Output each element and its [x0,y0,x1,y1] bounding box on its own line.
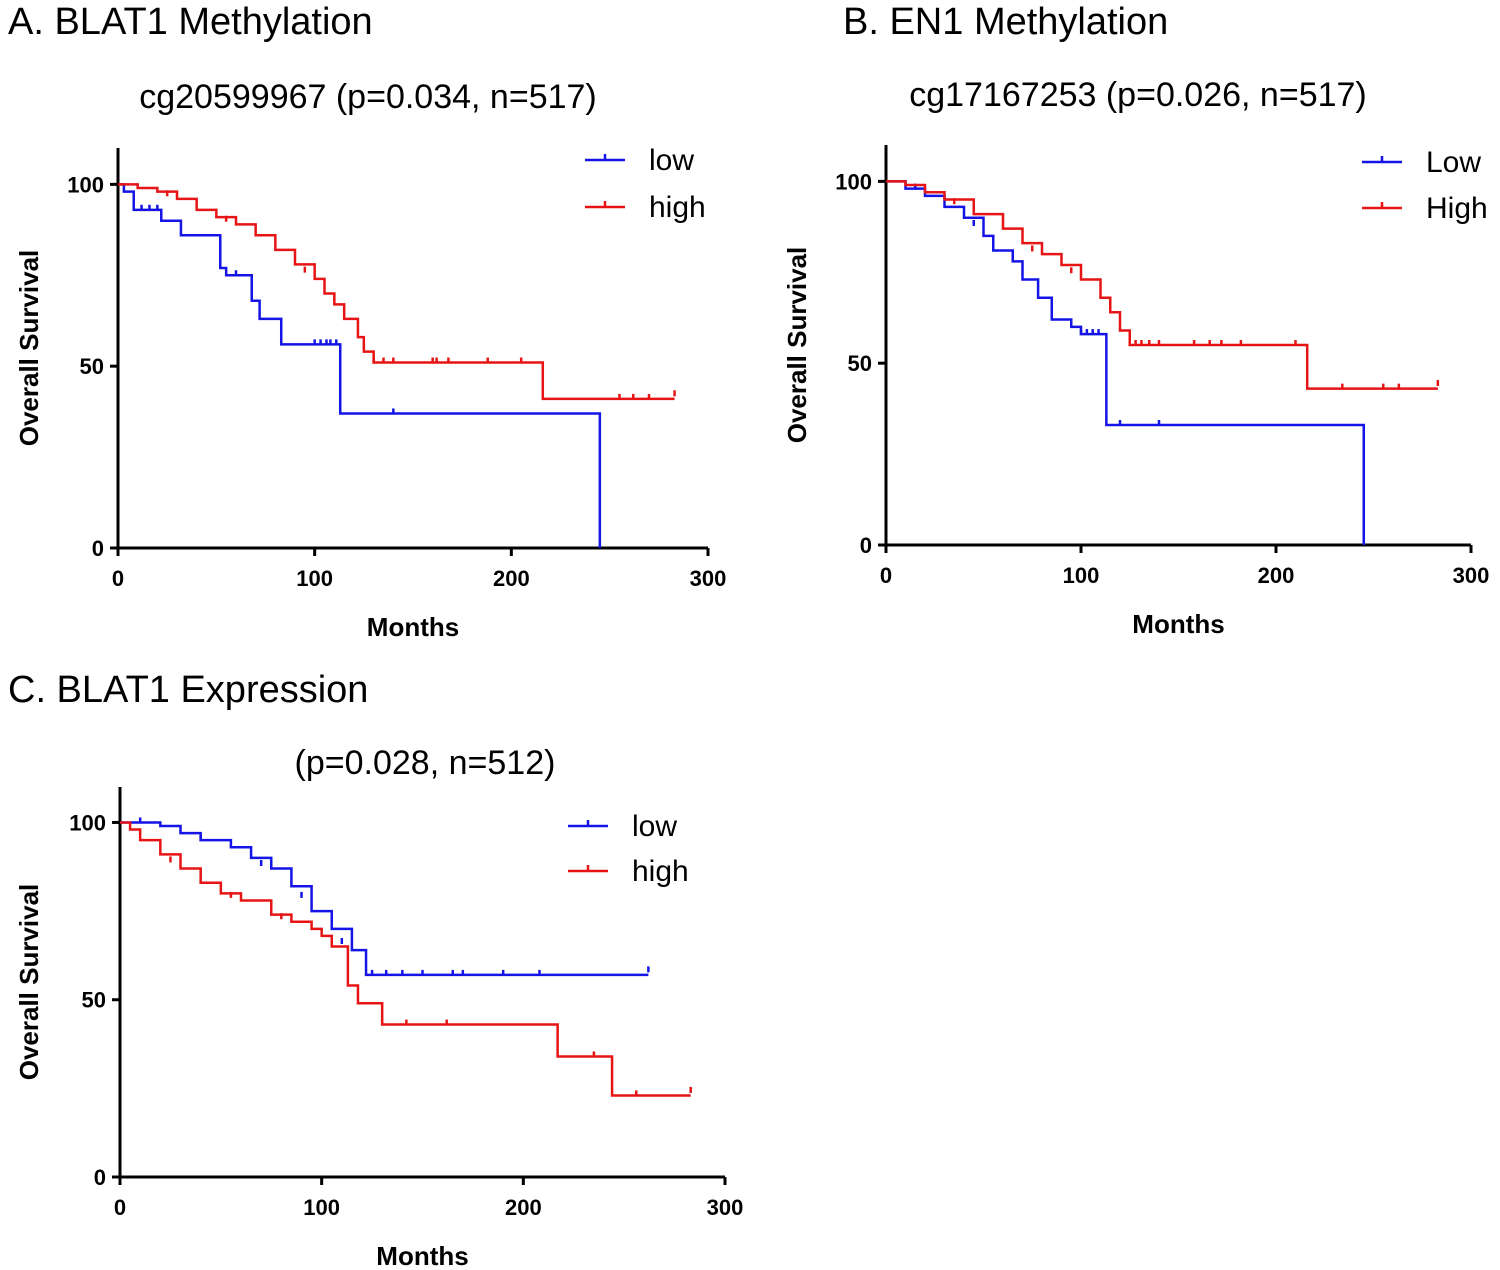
y-tick-label: 50 [848,351,872,376]
legend-label: low [632,810,677,843]
x-tick-label: 200 [505,1195,542,1220]
axes [118,787,725,1179]
series-line-low [120,821,649,977]
series-line-low [118,183,602,548]
series-line-high [886,180,1438,390]
panel-label: C. BLAT1 Expression [8,669,368,711]
y-axis-label: Overall Survival [14,884,44,1081]
y-tick-label: 50 [82,988,106,1013]
y-tick-label: 0 [92,536,104,561]
legend-label: Low [1426,146,1481,179]
x-tick-label: 100 [303,1195,340,1220]
y-tick-label: 50 [80,354,104,379]
panel-b: B. EN1 Methylation cg17167253 (p=0.026, n… [782,1,1489,639]
panel-label: A. BLAT1 Methylation [8,1,373,43]
x-tick-label: 300 [707,1195,744,1220]
x-tick-label: 200 [1258,563,1295,588]
series-line-high [120,821,691,1097]
x-tick-label: 100 [1063,563,1100,588]
legend-label: High [1426,192,1488,225]
x-axis-label: Months [376,1241,468,1270]
legend-label: high [632,855,689,888]
panel-a: A. BLAT1 Methylation cg20599967 (p=0.034,… [8,1,726,642]
x-tick-label: 0 [880,563,892,588]
y-tick-label: 100 [67,172,104,197]
panel-label: B. EN1 Methylation [843,1,1168,43]
x-tick-label: 300 [690,566,727,591]
chart-title: (p=0.028, n=512) [295,744,556,782]
chart-title: cg20599967 (p=0.034, n=517) [139,78,597,116]
legend-label: low [649,144,694,177]
x-tick-label: 100 [296,566,333,591]
y-tick-label: 100 [69,810,106,835]
x-tick-label: 0 [114,1195,126,1220]
y-tick-label: 0 [94,1165,106,1190]
panel-c: C. BLAT1 Expression (p=0.028, n=512) 0 100 2… [8,669,743,1270]
legend-label: high [649,191,706,224]
x-axis-label: Months [367,612,459,642]
y-tick-label: 0 [860,533,872,558]
y-tick-label: 100 [835,169,872,194]
x-tick-label: 200 [493,566,530,591]
series-line-low [886,180,1365,545]
y-axis-label: Overall Survival [14,250,44,447]
x-tick-label: 300 [1453,563,1490,588]
series-line-high [118,183,675,401]
x-axis-label: Months [1132,609,1224,639]
y-axis-label: Overall Survival [782,247,812,444]
x-tick-label: 0 [112,566,124,591]
chart-title: cg17167253 (p=0.026, n=517) [909,76,1367,114]
